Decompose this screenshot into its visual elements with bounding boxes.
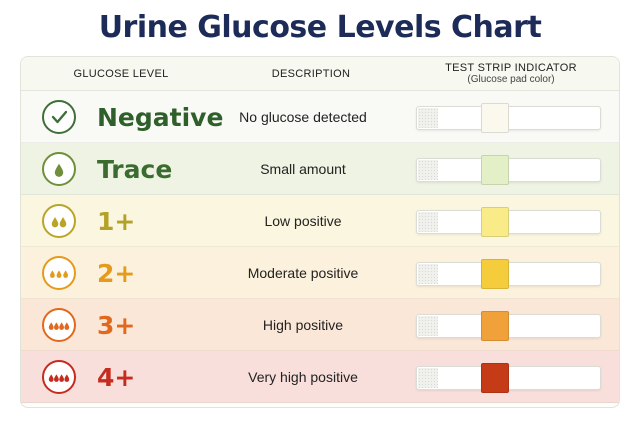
test-strip-handle <box>418 108 438 128</box>
header-glucose-level: GLUCOSE LEVEL <box>73 68 169 80</box>
check-icon <box>42 100 76 134</box>
test-strip-handle <box>418 316 438 336</box>
droplet-icon <box>42 256 76 290</box>
glucose-pad-color-swatch <box>481 259 509 289</box>
table-header: GLUCOSE LEVEL DESCRIPTION TEST STRIP IND… <box>21 57 619 91</box>
glucose-level-label: 2+ <box>97 258 136 288</box>
glucose-level-label: 1+ <box>97 206 136 236</box>
glucose-level-label: 4+ <box>97 362 136 392</box>
test-strip <box>416 259 601 289</box>
glucose-description: Low positive <box>264 213 342 229</box>
glucose-description: Small amount <box>260 161 346 177</box>
test-strip-handle <box>418 368 438 388</box>
test-strip-handle <box>418 264 438 284</box>
test-strip <box>416 363 601 393</box>
glucose-pad-color-swatch <box>481 155 509 185</box>
glucose-pad-color-swatch <box>481 207 509 237</box>
glucose-level-label: Negative <box>97 102 224 132</box>
table-row: Negative No glucose detected <box>21 91 619 143</box>
table-row: 1+ Low positive <box>21 195 619 247</box>
page-title: Urine Glucose Levels Chart <box>98 10 542 45</box>
test-strip-handle <box>418 212 438 232</box>
glucose-pad-color-swatch <box>481 103 509 133</box>
glucose-description: High positive <box>262 317 344 333</box>
test-strip <box>416 207 601 237</box>
glucose-description: Moderate positive <box>247 265 359 281</box>
table-row: 4+ Very high positive <box>21 351 619 403</box>
droplet-icon <box>42 152 76 186</box>
glucose-chart-table: GLUCOSE LEVEL DESCRIPTION TEST STRIP IND… <box>20 56 620 408</box>
header-test-strip-subtitle: (Glucose pad color) <box>467 74 555 85</box>
header-description: DESCRIPTION <box>271 68 351 80</box>
glucose-pad-color-swatch <box>481 363 509 393</box>
header-test-strip-title: TEST STRIP INDICATOR <box>445 62 577 74</box>
droplet-icon <box>42 360 76 394</box>
table-row: 2+ Moderate positive <box>21 247 619 299</box>
glucose-level-label: 3+ <box>97 310 136 340</box>
header-test-strip: TEST STRIP INDICATOR (Glucose pad color) <box>411 57 611 91</box>
test-strip <box>416 155 601 185</box>
test-strip-handle <box>418 160 438 180</box>
glucose-level-label: Trace <box>97 154 173 184</box>
test-strip <box>416 103 601 133</box>
glucose-description: Very high positive <box>248 369 358 385</box>
droplet-icon <box>42 204 76 238</box>
test-strip <box>416 311 601 341</box>
table-row: 3+ High positive <box>21 299 619 351</box>
table-row: Trace Small amount <box>21 143 619 195</box>
glucose-pad-color-swatch <box>481 311 509 341</box>
glucose-description: No glucose detected <box>239 109 367 125</box>
droplet-icon <box>42 308 76 342</box>
